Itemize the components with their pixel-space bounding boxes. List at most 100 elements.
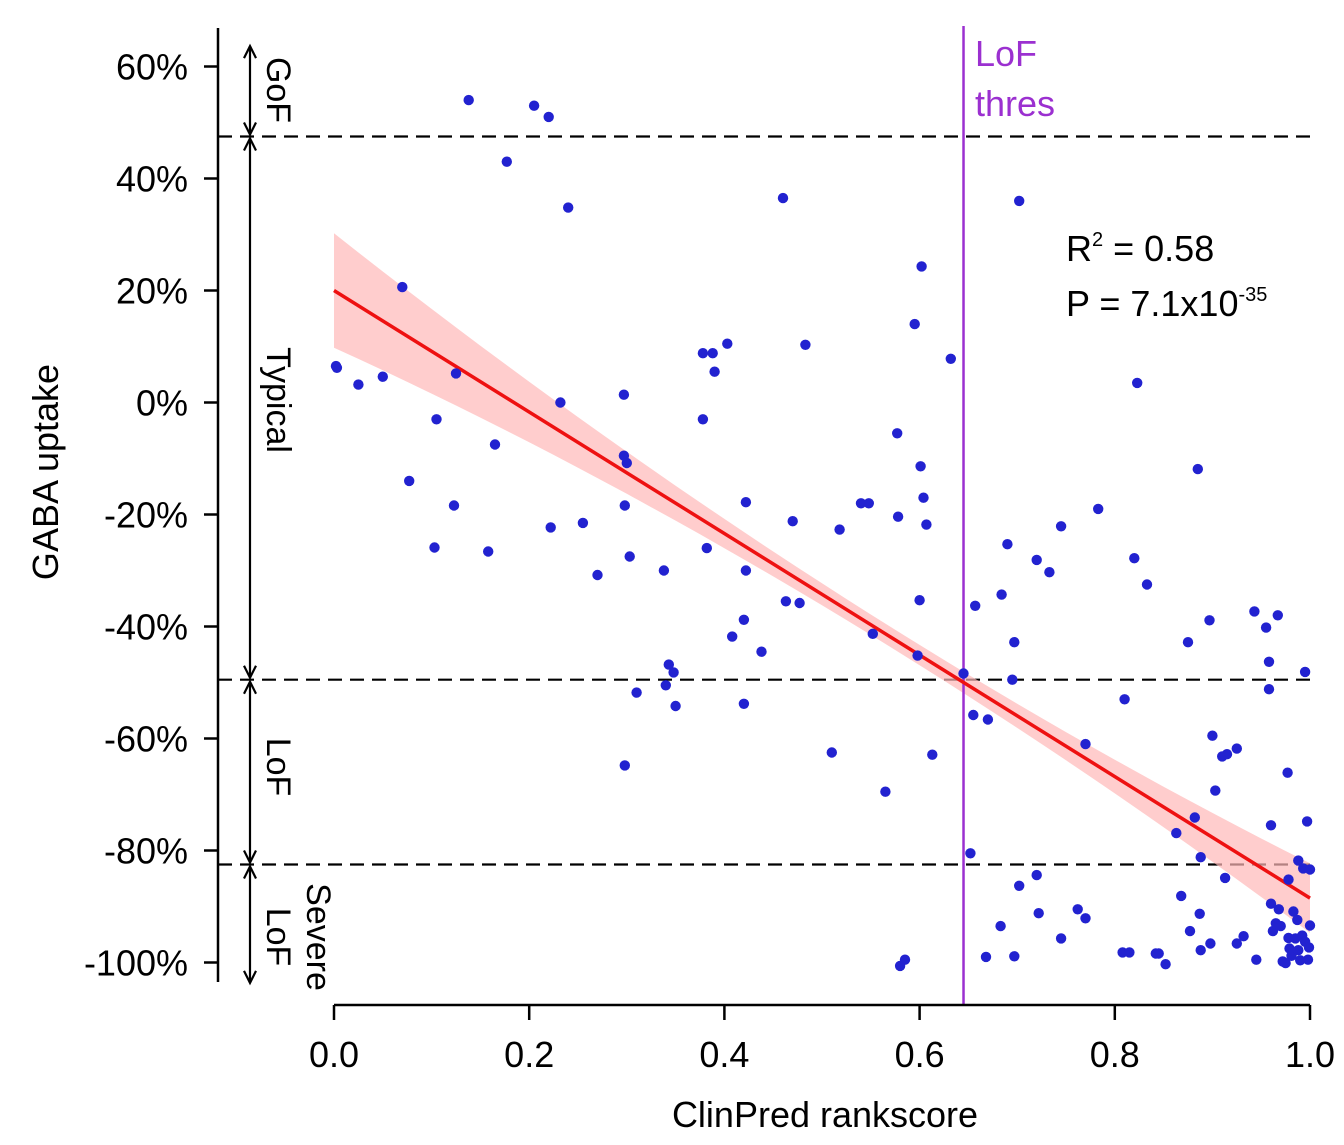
- data-point: [619, 500, 630, 511]
- data-point: [624, 551, 635, 562]
- data-point: [921, 519, 932, 530]
- data-point: [909, 318, 920, 330]
- data-point: [1072, 904, 1083, 915]
- data-point: [1231, 743, 1243, 754]
- data-point: [1119, 694, 1130, 705]
- y-tick-label: -20%: [104, 495, 188, 536]
- data-point: [709, 366, 720, 377]
- data-point: [1044, 567, 1055, 578]
- data-point: [1275, 920, 1286, 932]
- data-point: [1189, 812, 1201, 823]
- data-point: [660, 680, 671, 691]
- data-point: [483, 546, 494, 557]
- data-point: [429, 542, 440, 553]
- data-point: [1014, 195, 1025, 207]
- data-point: [543, 111, 554, 123]
- threshold-lines: [218, 135, 1310, 866]
- data-point: [892, 511, 904, 522]
- data-point: [658, 565, 670, 576]
- y-tick-label: -60%: [104, 719, 188, 760]
- lof-threshold-label-line1: LoF: [975, 33, 1037, 74]
- data-point: [1260, 622, 1272, 633]
- data-point: [331, 362, 343, 373]
- data-point: [555, 397, 566, 408]
- data-point: [545, 522, 556, 533]
- data-point: [1009, 951, 1020, 962]
- data-point: [738, 698, 750, 709]
- y-tick-label: 20%: [116, 271, 188, 312]
- category-arrow-up: [243, 43, 257, 59]
- p-value-superscript: -35: [1238, 284, 1267, 306]
- data-point: [880, 786, 891, 797]
- data-point: [927, 749, 938, 760]
- data-point: [1249, 606, 1260, 617]
- data-point: [740, 565, 752, 576]
- data-point: [431, 414, 442, 425]
- data-point: [377, 371, 388, 382]
- data-point: [1160, 959, 1171, 970]
- data-point: [1302, 954, 1314, 965]
- data-point: [1263, 684, 1275, 695]
- r-squared-prefix: R: [1066, 228, 1092, 269]
- p-value-prefix: P = 7.1x10: [1066, 283, 1238, 324]
- data-point: [1293, 855, 1304, 866]
- lof-threshold-label-line2: thres: [975, 83, 1055, 124]
- data-point: [1272, 610, 1284, 621]
- category-label-severe-lof: LoF: [259, 908, 297, 967]
- confidence-band: [334, 233, 1310, 933]
- data-point: [996, 589, 1007, 600]
- data-point: [1192, 463, 1204, 475]
- data-point: [1238, 931, 1249, 942]
- data-point: [915, 461, 926, 472]
- category-arrow-down: [243, 122, 257, 137]
- data-point: [1292, 914, 1303, 926]
- data-point: [945, 353, 956, 364]
- data-point: [867, 628, 878, 639]
- data-point: [668, 667, 679, 678]
- p-value-text: P = 7.1x10-35: [1066, 283, 1267, 324]
- data-point: [1195, 852, 1206, 863]
- category-label-typical: Typical: [259, 347, 297, 453]
- data-point: [1299, 666, 1311, 678]
- regression-line: [333, 289, 1311, 900]
- data-point: [1184, 925, 1196, 937]
- data-point: [965, 848, 976, 859]
- data-point: [855, 498, 867, 509]
- data-point: [621, 457, 632, 469]
- data-point: [1055, 521, 1067, 532]
- category-brackets: [243, 43, 257, 986]
- data-point: [916, 261, 927, 272]
- data-point: [1093, 503, 1104, 515]
- x-tick-label: 1.0: [1285, 1034, 1335, 1075]
- data-point: [463, 94, 474, 106]
- data-point: [563, 202, 574, 213]
- x-tick-label: 0.8: [1090, 1034, 1140, 1075]
- data-point: [1251, 954, 1262, 965]
- x-tick-label: 0.2: [504, 1034, 554, 1075]
- data-point: [697, 414, 709, 425]
- data-point: [631, 687, 642, 698]
- data-point: [826, 747, 837, 758]
- data-point: [1293, 945, 1304, 956]
- data-point: [670, 700, 681, 712]
- data-point: [1002, 539, 1013, 550]
- data-point: [1304, 920, 1316, 931]
- data-point: [1124, 947, 1135, 958]
- x-axis-label: ClinPred rankscore: [672, 1094, 978, 1135]
- y-tick-label: 60%: [116, 47, 188, 88]
- data-point: [1273, 904, 1285, 915]
- y-axis-label: GABA uptake: [25, 364, 66, 580]
- category-label-lof: LoF: [259, 738, 297, 797]
- data-point: [1263, 656, 1275, 667]
- data-point: [892, 428, 903, 439]
- data-point: [697, 348, 709, 359]
- data-point: [577, 517, 589, 529]
- data-point: [592, 569, 603, 581]
- data-point: [1282, 767, 1293, 778]
- data-point: [1153, 948, 1164, 959]
- data-point: [914, 595, 925, 606]
- category-arrow-up: [243, 864, 257, 879]
- data-point: [1288, 906, 1299, 917]
- category-arrow-up: [243, 136, 257, 151]
